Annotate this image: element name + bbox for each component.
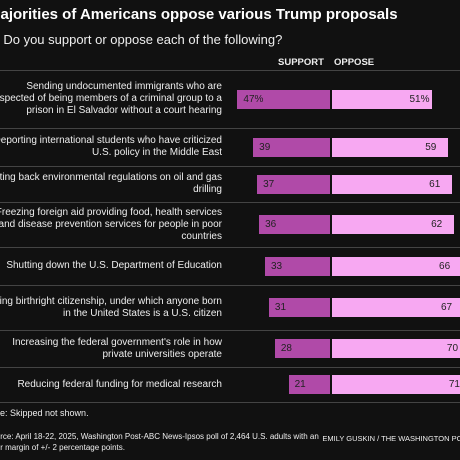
bar-support [259, 215, 330, 234]
value-label: 70 [446, 343, 459, 354]
value-label: 31 [274, 302, 287, 313]
category-label: Deporting international students who hav… [0, 135, 222, 158]
row-separator [0, 166, 460, 167]
category-label: Increasing the federal government's role… [12, 336, 222, 360]
value-label: 21 [294, 379, 306, 390]
category-label: Shutting down the U.S. Department of Edu… [6, 260, 222, 271]
category-label: Freezing foreign aid providing food, hea… [0, 206, 222, 242]
subtitle: Q: Do you support or oppose each of the … [0, 32, 283, 47]
row-separator [0, 70, 460, 71]
row-separator [0, 367, 460, 368]
category-label: Cutting back environmental regulations o… [0, 172, 222, 195]
bar-oppose [332, 137, 449, 157]
note: Note: Skipped not shown. [0, 408, 89, 418]
legend-oppose: OPPOSE [334, 57, 375, 68]
bar-support [237, 89, 330, 109]
bar-support [288, 375, 330, 394]
value-label: 37 [263, 178, 275, 190]
bar-oppose [332, 215, 455, 234]
value-label: 59 [425, 141, 437, 153]
row-separator [0, 402, 460, 403]
value-label: 62 [431, 219, 443, 230]
value-label: 36 [265, 219, 277, 230]
chart-title: Majorities of Americans oppose various T… [0, 6, 398, 23]
row-separator [0, 247, 460, 248]
row-separator [0, 128, 460, 129]
value-label: 51% [409, 93, 430, 105]
bar-support [268, 298, 330, 317]
category-label: Ending birthright citizenship, under whi… [0, 295, 222, 319]
credit: EMILY GUSKIN / THE WASHINGTON POST [322, 434, 460, 443]
row-separator [0, 285, 460, 286]
value-label: 66 [439, 260, 451, 272]
row-separator [0, 202, 460, 203]
value-label: 33 [270, 260, 283, 272]
bar-support [253, 137, 330, 157]
bar-oppose [332, 375, 460, 394]
value-label: 67 [440, 302, 453, 313]
bar-oppose [332, 256, 460, 276]
source: Source: April 18-22, 2025, Washington Po… [0, 432, 319, 452]
bar-oppose [332, 339, 460, 358]
legend-support: SUPPORT [278, 57, 324, 68]
value-label: 71 [448, 379, 460, 390]
bar-support [257, 174, 330, 194]
category-label: Reducing federal funding for medical res… [17, 378, 222, 390]
bar-support [274, 339, 330, 358]
value-label: 39 [259, 141, 271, 153]
bar-oppose [332, 174, 453, 194]
row-separator [0, 330, 460, 331]
bar-oppose [332, 89, 433, 109]
value-label: 61 [429, 178, 441, 190]
category-label: Sending undocumented immigrants who are … [0, 81, 222, 116]
value-label: 47% [243, 93, 264, 105]
value-label: 28 [280, 343, 292, 354]
bar-oppose [332, 298, 460, 317]
bar-support [264, 256, 330, 276]
